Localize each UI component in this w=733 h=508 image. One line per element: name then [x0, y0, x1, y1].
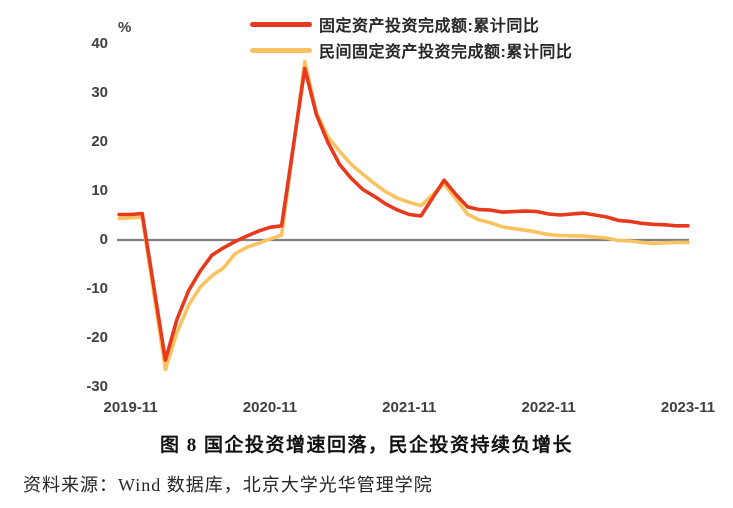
y-tick-label: 40: [91, 35, 108, 52]
x-tick-label: 2021-11: [382, 399, 437, 416]
y-tick-label: 30: [91, 84, 108, 101]
legend-swatch-orange-line: [250, 47, 312, 53]
legend-label-fai: 固定资产投资完成额:累计同比: [319, 18, 540, 35]
x-tick-label: 2019-11: [103, 399, 158, 416]
legend-item-fai: 固定资产投资完成额:累计同比: [250, 11, 572, 37]
y-tick-label: 10: [91, 182, 108, 199]
legend-label-private-fai: 民间固定资产投资完成额:累计同比: [319, 44, 573, 61]
y-tick-label: -30: [86, 378, 108, 395]
y-tick-label: 0: [99, 231, 108, 248]
data-source-note: 资料来源：Wind 数据库，北京大学光华管理学院: [23, 475, 433, 495]
legend-swatch-red-line: [250, 21, 312, 27]
series-line-fai: [117, 66, 690, 362]
chart-legend: 固定资产投资完成额:累计同比 民间固定资产投资完成额:累计同比: [250, 11, 572, 63]
figure-caption: 图 8 国企投资增速回落，民企投资持续负增长: [159, 435, 573, 456]
x-tick-label: 2022-11: [521, 399, 576, 416]
y-tick-label: -10: [86, 280, 108, 297]
plot-svg: [117, 59, 690, 372]
y-axis-unit-label: %: [118, 19, 132, 36]
series-line-private-fai: [117, 59, 690, 372]
x-tick-label: 2023-11: [660, 399, 716, 416]
y-tick-label: 20: [91, 133, 108, 150]
y-tick-label: -20: [86, 329, 108, 346]
legend-item-private-fai: 民间固定资产投资完成额:累计同比: [250, 37, 572, 63]
x-tick-label: 2020-11: [242, 399, 298, 416]
